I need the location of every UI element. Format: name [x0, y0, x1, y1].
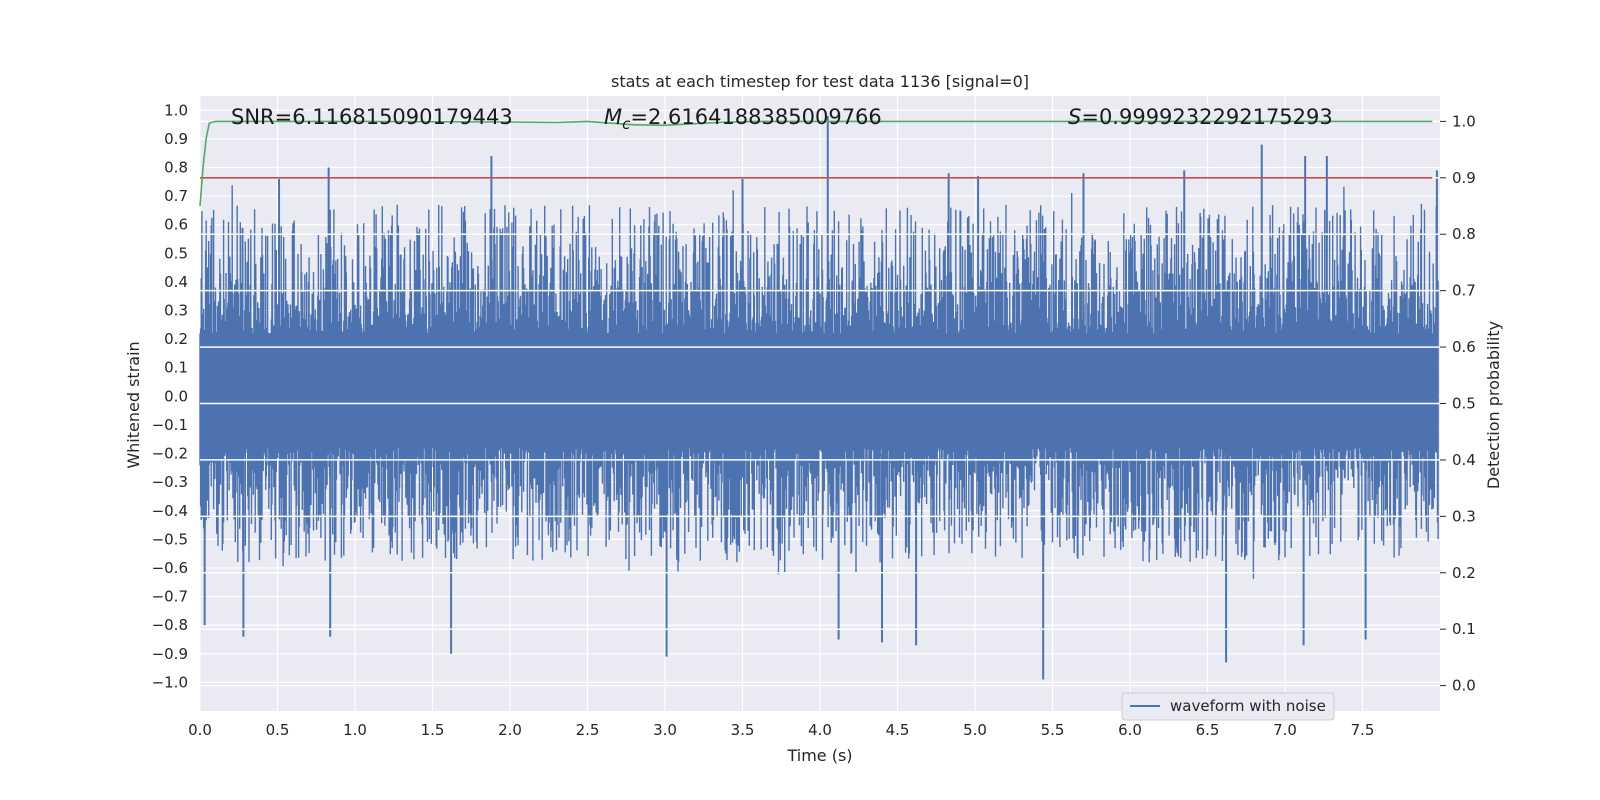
x-tick-label: 2.5 — [576, 721, 600, 739]
probability-lines — [199, 120, 1433, 207]
y-tick-label: −0.9 — [152, 645, 188, 663]
x-tick-label: 1.0 — [343, 721, 367, 739]
s-symbol: S — [1068, 105, 1081, 129]
y-tick-label: −0.2 — [152, 445, 188, 463]
y-tick-label: −0.3 — [152, 473, 188, 491]
x-tick-label: 4.0 — [808, 721, 832, 739]
x-axis-label: Time (s) — [786, 746, 852, 765]
y-tick-label: 0.6 — [164, 216, 188, 234]
y-tick-label: 0.3 — [164, 302, 188, 320]
detection-stat-annotation: S=0.9999232292175293 — [1068, 105, 1333, 129]
legend: waveform with noise — [1121, 692, 1335, 721]
y-tick-label: 0.7 — [164, 187, 188, 205]
x-tick-label: 1.5 — [421, 721, 445, 739]
y-tick-label: −1.0 — [152, 673, 188, 691]
snr-annotation: SNR=6.116815090179443 — [231, 105, 513, 129]
x-tick-label: 0.5 — [266, 721, 290, 739]
x-tick-label: 7.5 — [1351, 721, 1375, 739]
y-tick-label-right: 0.9 — [1452, 169, 1476, 187]
mc-symbol: M — [604, 105, 622, 129]
y-ticks-left: 1.0 0.9 0.8 0.7 0.6 0.5 0.4 0.3 0.2 0.1 0.0 −0.1 −0.… — [152, 101, 188, 691]
y-tick-label: −0.1 — [152, 416, 188, 434]
waveform-noise-trace — [199, 185, 1439, 579]
y-axis-label-right: Detection probability — [1484, 321, 1503, 489]
y-tick-label-right: 0.8 — [1452, 225, 1476, 243]
y-tick-label-right: 0.7 — [1452, 282, 1476, 300]
y-tick-label-right: 0.3 — [1452, 507, 1476, 525]
mc-value: =2.6164188385009766 — [630, 105, 881, 129]
y-tick-label: 0.5 — [164, 244, 188, 262]
x-tick-label: 6.5 — [1196, 721, 1220, 739]
chart-title: stats at each timestep for test data 113… — [611, 72, 1029, 91]
y-tick-label: 0.0 — [164, 387, 188, 405]
y-tick-label: 0.9 — [164, 130, 188, 148]
y-tick-label-right: 0.1 — [1452, 620, 1476, 638]
y-tick-label-right: 1.0 — [1452, 112, 1476, 130]
s-value: =0.9999232292175293 — [1081, 105, 1332, 129]
x-tick-label: 5.0 — [963, 721, 987, 739]
y-tick-label-right: 0.2 — [1452, 564, 1476, 582]
detection-probability-line — [199, 120, 1433, 207]
y-tick-label: −0.8 — [152, 616, 188, 634]
x-ticks: 0.0 0.5 1.0 1.5 2.0 2.5 3.0 3.5 4.0 4.5 5.0 5.5 6.0 6… — [188, 721, 1374, 739]
x-tick-label: 5.5 — [1041, 721, 1065, 739]
mc-subscript: c — [622, 115, 631, 133]
y-tick-label: 0.8 — [164, 159, 188, 177]
chirp-mass-annotation: Mc=2.6164188385009766 — [604, 105, 882, 133]
y-tick-label: −0.4 — [152, 502, 188, 520]
x-tick-label: 3.0 — [653, 721, 677, 739]
legend-label: waveform with noise — [1170, 697, 1326, 715]
y-tick-label-right: 0.5 — [1452, 395, 1476, 413]
y-tick-label-right: 0.0 — [1452, 677, 1476, 695]
waveform-with-noise-series — [199, 116, 1439, 680]
x-tick-label: 4.5 — [886, 721, 910, 739]
y-tick-label: −0.6 — [152, 559, 188, 577]
y-axis-label: Whitened strain — [124, 341, 143, 468]
x-tick-label: 3.5 — [731, 721, 755, 739]
legend-box — [1121, 692, 1335, 721]
x-tick-label: 2.0 — [498, 721, 522, 739]
y-tick-label: 0.2 — [164, 330, 188, 348]
y-ticks-right: 1.0 0.9 0.8 0.7 0.6 0.5 0.4 0.3 0.2 0.1 0.0 — [1440, 112, 1476, 695]
x-tick-label: 0.0 — [188, 721, 212, 739]
y-tick-label: 1.0 — [164, 101, 188, 119]
y-tick-label-right: 0.6 — [1452, 338, 1476, 356]
y-tick-label: 0.1 — [164, 359, 188, 377]
y-tick-label: 0.4 — [164, 273, 188, 291]
y-tick-label-right: 0.4 — [1452, 451, 1476, 469]
y-tick-label: −0.7 — [152, 588, 188, 606]
y-tick-label: −0.5 — [152, 530, 188, 548]
x-tick-label: 6.0 — [1118, 721, 1142, 739]
x-tick-label: 7.0 — [1273, 721, 1297, 739]
